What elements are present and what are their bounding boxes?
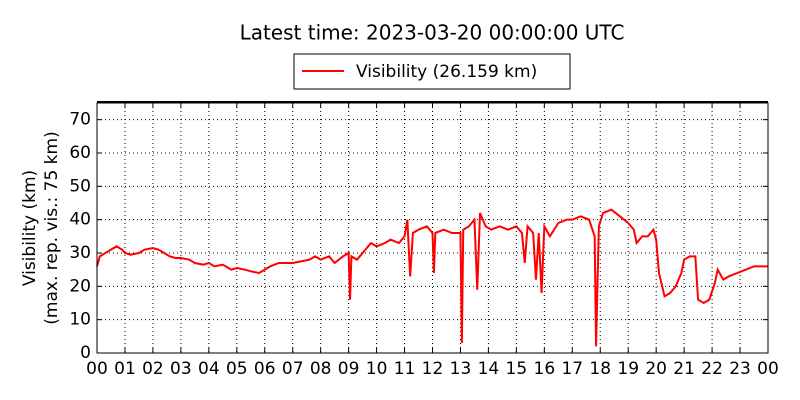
y-tick-label: 40 <box>69 210 91 230</box>
y-tick-label: 10 <box>69 310 91 330</box>
x-tick-label: 22 <box>701 359 723 379</box>
x-tick-label: 04 <box>198 359 220 379</box>
x-tick-label: 14 <box>478 359 500 379</box>
x-tick-label: 17 <box>561 359 583 379</box>
x-tick-label: 18 <box>589 359 611 379</box>
legend-label: Visibility (26.159 km) <box>356 62 537 82</box>
x-tick-label: 02 <box>142 359 164 379</box>
x-tick-label: 00 <box>757 359 779 379</box>
data-line <box>96 208 768 347</box>
x-tick-label: 08 <box>310 359 332 379</box>
y-tick-label: 20 <box>69 276 91 296</box>
x-tick-label: 03 <box>170 359 192 379</box>
x-tick-label: 19 <box>617 359 639 379</box>
x-tick-label: 10 <box>366 359 388 379</box>
x-tick-label: 23 <box>729 359 751 379</box>
x-tick-label: 13 <box>450 359 472 379</box>
y-tick-label: 50 <box>69 176 91 196</box>
y-tick-label: 0 <box>80 343 91 363</box>
x-tick-label: 11 <box>394 359 416 379</box>
x-tick-label: 09 <box>338 359 360 379</box>
x-tick-label: 05 <box>226 359 248 379</box>
x-tick-label: 07 <box>282 359 304 379</box>
y-tick-label: 60 <box>69 143 91 163</box>
x-tick-label: 21 <box>673 359 695 379</box>
y-tick-label: 30 <box>69 243 91 263</box>
x-tick-label: 01 <box>114 359 136 379</box>
x-tick-label: 12 <box>422 359 444 379</box>
y-axis-label: Visibility (km) <box>20 170 40 286</box>
chart-title: Latest time: 2023-03-20 00:00:00 UTC <box>240 21 625 45</box>
y-tick-label: 70 <box>69 110 91 130</box>
x-tick-label: 06 <box>254 359 276 379</box>
y-axis-label: (max. rep. vis.: 75 km) <box>42 131 62 324</box>
x-tick-label: 15 <box>506 359 528 379</box>
x-tick-label: 16 <box>534 359 556 379</box>
x-tick-label: 00 <box>86 359 108 379</box>
x-tick-label: 20 <box>645 359 667 379</box>
